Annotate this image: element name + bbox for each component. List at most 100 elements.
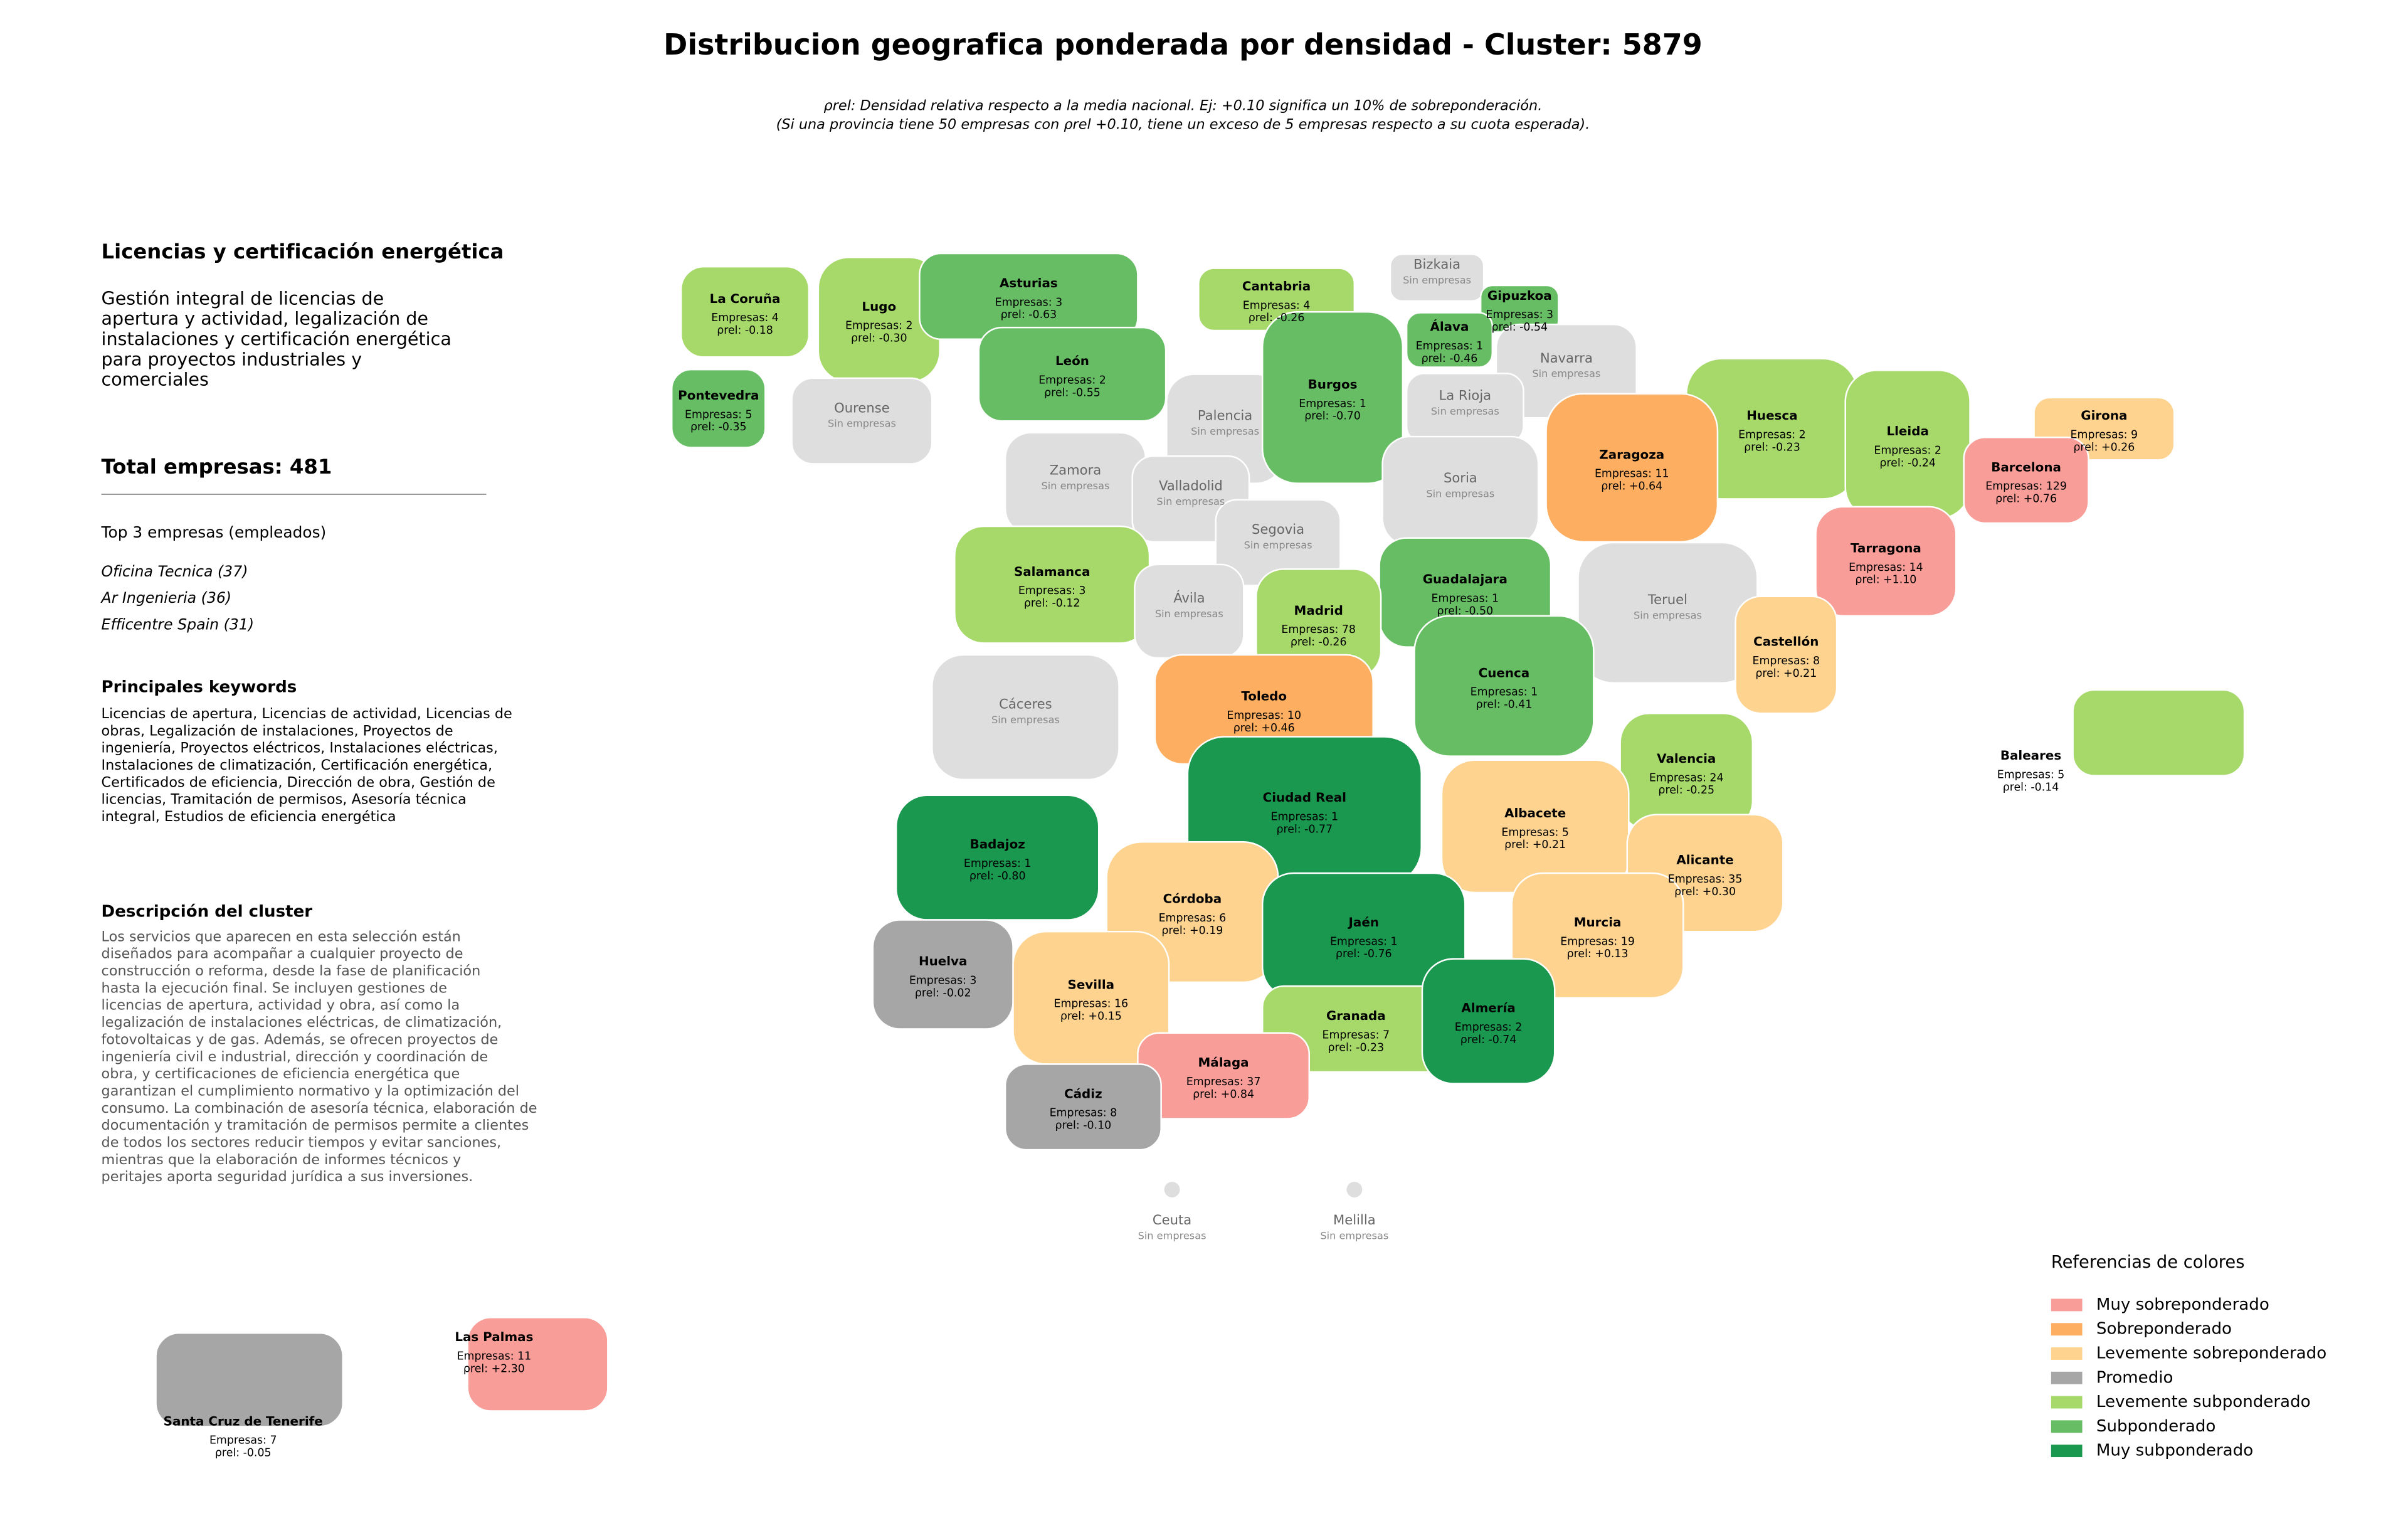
- province-name: Álava: [1430, 320, 1469, 334]
- province-name: Burgos: [1308, 378, 1358, 392]
- province-empresas: Empresas: 7: [1323, 1029, 1390, 1041]
- province-rho: ρrel: -0.18: [717, 324, 773, 337]
- province-rho: ρrel: +1.10: [1855, 574, 1916, 586]
- cluster-line: legalización de instalaciones eléctricas…: [102, 1014, 502, 1031]
- province-rho: ρrel: -0.23: [1328, 1041, 1385, 1054]
- province-empresas: Empresas: 1: [964, 857, 1032, 870]
- province-rho: ρrel: -0.02: [915, 987, 971, 999]
- legend-title: Referencias de colores: [2051, 1253, 2245, 1272]
- province-rho: ρrel: -0.26: [1291, 636, 1347, 649]
- province-rho: ρrel: +0.46: [1233, 722, 1295, 735]
- legend-swatch: [2051, 1396, 2083, 1409]
- province-name: Cáceres: [999, 696, 1052, 712]
- province-empresas: Empresas: 14: [1849, 561, 1923, 574]
- province-rho: ρrel: +0.30: [1674, 886, 1736, 898]
- province-name: Jaén: [1348, 915, 1379, 930]
- province-empresas: Empresas: 129: [1985, 480, 2067, 493]
- keywords-line: licencias, Tramitación de permisos, Ases…: [102, 792, 467, 808]
- province-status: Sin empresas: [1138, 1230, 1207, 1242]
- province-empresas: Empresas: 10: [1227, 709, 1301, 722]
- map: [155, 252, 2246, 1428]
- keywords-line: integral, Estudios de eficiencia energét…: [102, 809, 396, 825]
- province-empresas: Empresas: 2: [1038, 374, 1106, 387]
- top-item: Ar Ingenieria (36): [100, 589, 232, 607]
- province-shape: [1421, 958, 1556, 1085]
- keywords-line: Instalaciones de climatización, Certific…: [102, 757, 493, 773]
- province-shape: [931, 654, 1120, 781]
- province-status: Sin empresas: [1426, 488, 1494, 500]
- title: Distribucion geografica ponderada por de…: [663, 28, 1703, 61]
- legend-swatch: [2051, 1298, 2083, 1312]
- province-shape: [1004, 1063, 1162, 1151]
- province-empresas: Empresas: 8: [1753, 655, 1820, 667]
- province-empresas: Empresas: 9: [2071, 429, 2138, 442]
- province-status: Sin empresas: [1634, 609, 1702, 621]
- province-empresas: Empresas: 3: [1486, 309, 1554, 321]
- province-rho: ρrel: +0.13: [1567, 948, 1629, 960]
- province-name: Bizkaia: [1413, 257, 1460, 272]
- keywords-line: obras, Legalización de instalaciones, Pr…: [102, 723, 453, 739]
- province-name: Guadalajara: [1423, 572, 1508, 586]
- province-empresas: Empresas: 1: [1471, 686, 1538, 699]
- province-name: Murcia: [1574, 915, 1622, 930]
- province-name: Palencia: [1198, 408, 1252, 423]
- province-empresas: Empresas: 1: [1330, 935, 1398, 948]
- province-rho: ρrel: -0.30: [851, 332, 907, 344]
- cluster-line: construcción o reforma, desde la fase de…: [102, 963, 481, 979]
- province-rho: ρrel: -0.54: [1491, 321, 1548, 334]
- province-shape: [1815, 506, 1957, 617]
- province-rho: ρrel: -0.12: [1024, 597, 1080, 610]
- province-shape: [791, 377, 933, 465]
- province-name: Cádiz: [1064, 1086, 1102, 1101]
- province-shape: [1511, 872, 1684, 999]
- province-rho: ρrel: +0.76: [1995, 492, 2057, 505]
- cluster-line: mientras que la elaboración de informes …: [102, 1152, 462, 1168]
- province-empresas: Empresas: 2: [1874, 444, 1941, 457]
- province-status: Sin empresas: [1532, 368, 1600, 379]
- top-item: Efficentre Spain (31): [102, 615, 255, 633]
- province-name: Teruel: [1647, 592, 1687, 607]
- province-status: Sin empresas: [1403, 274, 1471, 286]
- cluster-line: de todos los sectores reducir tiempos y …: [102, 1134, 502, 1150]
- province-rho: ρrel: +0.19: [1161, 925, 1223, 937]
- province-name: Pontevedra: [678, 388, 759, 403]
- province-name: Ciudad Real: [1263, 790, 1346, 805]
- province-empresas: Empresas: 4: [711, 312, 779, 324]
- province-shape: [1735, 595, 1838, 714]
- province-rho: ρrel: -0.41: [1476, 699, 1533, 711]
- top-heading: Top 3 empresas (empleados): [101, 523, 327, 541]
- province-name: Castellón: [1753, 635, 1819, 649]
- province-rho: ρrel: -0.10: [1055, 1120, 1112, 1132]
- total: Total empresas: 481: [102, 455, 332, 479]
- province-name: Tarragona: [1851, 541, 1921, 556]
- description-line: Gestión integral de licencias de: [102, 287, 384, 309]
- province-shape: [978, 326, 1167, 422]
- cluster-line: consumo. La combinación de asesoría técn…: [102, 1100, 537, 1117]
- province-empresas: Empresas: 3: [909, 974, 977, 987]
- province-name: Valencia: [1657, 751, 1716, 766]
- province-empresas: Empresas: 6: [1159, 912, 1227, 925]
- province-name: Toledo: [1241, 689, 1287, 704]
- legend-label: Muy sobreponderado: [2096, 1295, 2269, 1314]
- province-rho: ρrel: +2.30: [463, 1362, 525, 1375]
- province-empresas: Empresas: 5: [685, 408, 752, 421]
- cluster-line: ingeniería civil e industrial, dirección…: [102, 1049, 488, 1065]
- province-name: Valladolid: [1159, 478, 1223, 494]
- province-name: Granada: [1326, 1009, 1386, 1023]
- cluster-line: licencias de apertura, actividad y obra,…: [102, 997, 460, 1014]
- province-empresas: Empresas: 11: [1595, 468, 1669, 480]
- province-empresas: Empresas: 1: [1299, 398, 1366, 410]
- cluster-line: diseñados para acompañar a cualquier pro…: [102, 946, 463, 962]
- cluster-line: Los servicios que aparecen en esta selec…: [102, 928, 461, 945]
- province-name: Lleida: [1886, 424, 1928, 438]
- province-name: Huelva: [919, 954, 967, 968]
- province-shape: [155, 1332, 344, 1428]
- province-shape: [670, 368, 766, 448]
- province-rho: ρrel: -0.74: [1460, 1034, 1517, 1046]
- keywords-line: Certificados de eficiencia, Dirección de…: [102, 774, 495, 790]
- province-status: Sin empresas: [1191, 425, 1259, 437]
- province-empresas: Empresas: 2: [1738, 429, 1806, 442]
- legend-label: Levemente sobreponderado: [2096, 1344, 2326, 1362]
